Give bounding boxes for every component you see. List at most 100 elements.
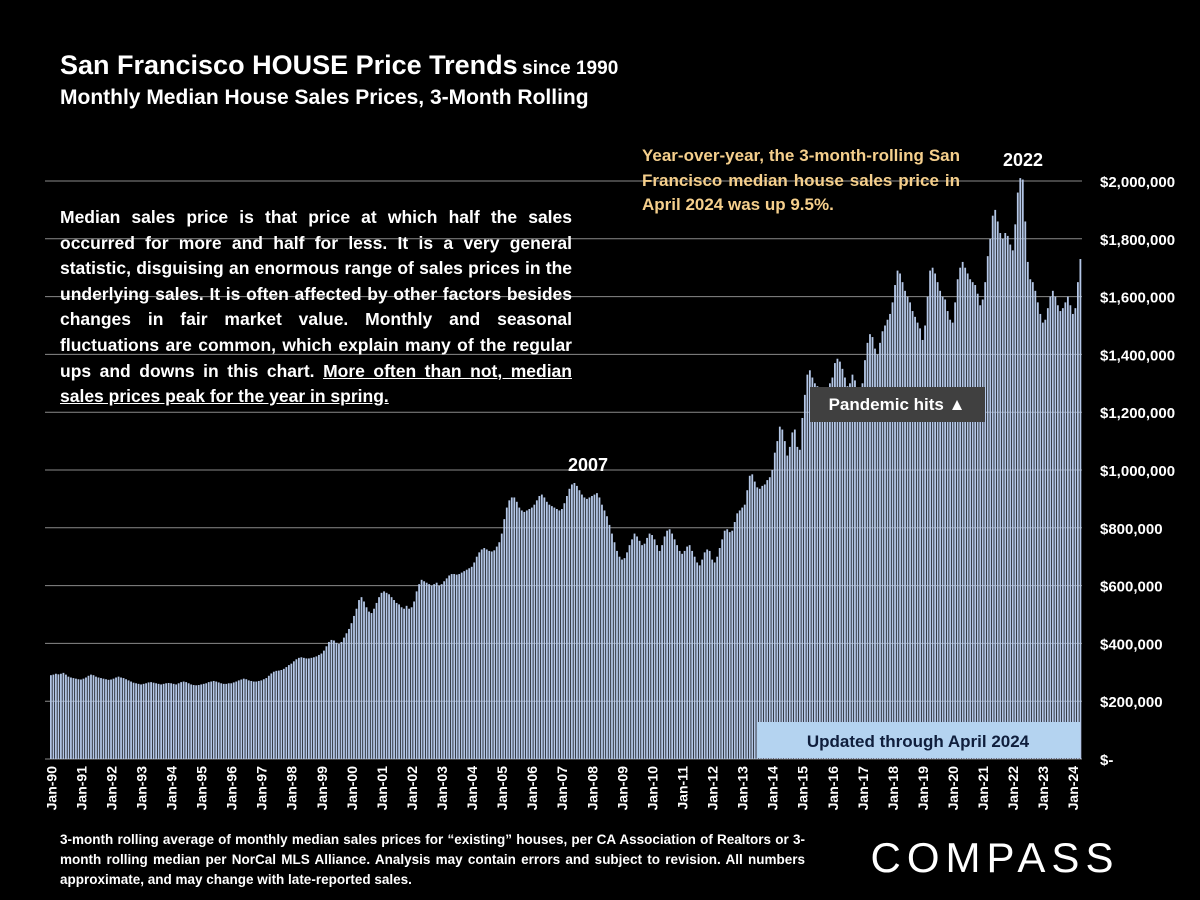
bar [693,556,696,759]
bar [951,322,954,759]
bar [653,539,656,759]
bar [92,675,95,759]
bar [763,484,766,759]
bar [991,215,994,759]
bar [398,604,400,759]
bar [50,675,52,759]
bar [603,510,606,759]
footnote: 3-month rolling average of monthly media… [60,832,805,887]
bar [741,507,744,759]
bar [260,680,263,759]
bar [443,581,446,759]
bar [195,685,198,759]
bar [939,290,942,759]
yoy-note: Year-over-year, the 3-month-rolling San … [642,146,960,214]
peak-label: 2022 [1003,150,1043,170]
bar [97,677,100,759]
x-tick-label: Jan-94 [163,766,179,811]
bar [348,628,350,759]
bar [623,558,626,759]
bar [911,311,914,759]
bar [292,661,295,759]
bar [182,681,185,759]
bar [743,504,746,759]
bar [107,679,110,759]
bar [235,681,238,759]
bar [255,681,258,759]
bar [578,490,581,759]
bar [708,550,711,759]
bar [252,681,255,759]
bar [1001,238,1004,760]
bar [265,678,268,759]
bar [272,671,275,759]
bar [861,383,864,759]
bar [601,504,603,759]
bar [836,358,839,759]
title-suffix: since 1990 [522,58,618,79]
bar [135,683,137,759]
bar [95,676,97,759]
bar [498,542,501,759]
bar [738,510,741,759]
bar [187,683,190,759]
bar [721,539,724,759]
bar [733,522,736,759]
bar [916,322,919,759]
bar [513,497,516,759]
bar [553,507,556,759]
x-tick-label: Jan-06 [524,766,540,811]
bar [548,504,551,759]
bar [140,684,142,759]
pandemic-label: Pandemic hits ▲ [829,395,966,414]
bar [854,380,856,759]
bar [821,394,824,759]
bar [320,653,323,759]
bar [826,391,829,759]
bar [818,389,821,759]
bar [540,494,543,759]
x-tick-label: Jan-00 [344,766,360,811]
bar [956,279,959,759]
bar [310,657,313,759]
bar [450,574,453,759]
bar [631,539,633,759]
bar [413,601,416,759]
bar [57,674,60,759]
bar [55,673,57,759]
bar [558,510,561,759]
bar [1071,313,1074,759]
bar [445,578,448,759]
bar [971,282,974,759]
bar [115,677,117,759]
bar [300,657,303,759]
bar [425,582,428,759]
bar [380,592,383,759]
bar [999,233,1002,759]
x-tick-label: Jan-97 [254,766,270,811]
bar [67,676,70,759]
bar [1024,221,1027,759]
bar [500,533,503,759]
bar [520,510,523,759]
bar [453,574,456,759]
bar [768,477,771,759]
bar [280,669,283,759]
bar [663,536,666,759]
bar [698,565,701,759]
bar [82,678,85,759]
x-tick-label: Jan-92 [103,766,119,811]
bar [468,568,471,759]
x-tick-label: Jan-08 [584,766,600,811]
x-tick-label: Jan-07 [554,766,570,811]
bar [849,383,851,759]
bar [648,533,651,759]
bar [1021,179,1024,759]
bar [979,305,982,759]
bar [145,683,147,759]
bar [886,319,889,759]
y-axis: $- $200,000 $400,000 $600,000 $800,000 $1,000… [1100,174,1175,769]
bar [1064,302,1067,759]
bar [405,605,408,759]
bar [378,597,380,759]
